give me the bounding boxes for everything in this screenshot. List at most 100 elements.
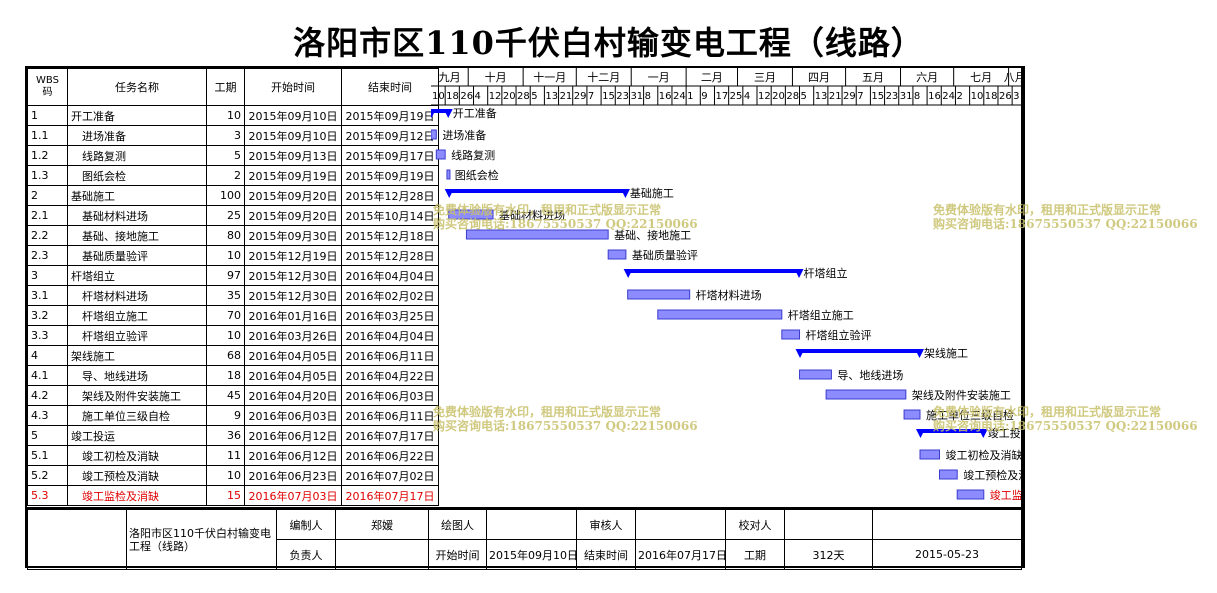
table-row: 1.2 线路复测 5 2015年09月13日 2015年09月17日 bbox=[27, 145, 439, 166]
table-row: 5 竣工投运 36 2016年06月12日 2016年07月17日 bbox=[27, 425, 439, 446]
task-name: 杆塔组立 bbox=[67, 265, 207, 286]
task-name: 竣工投运 bbox=[67, 425, 207, 446]
table-row: 5.1 竣工初检及消缺 11 2016年06月12日 2016年06月22日 bbox=[27, 445, 439, 466]
summary-bar bbox=[448, 189, 626, 193]
month-label: 十二月 bbox=[587, 70, 620, 84]
task-start: 2016年04月05日 bbox=[244, 345, 342, 366]
task-end: 2015年09月12日 bbox=[341, 125, 439, 146]
task-end: 2016年07月17日 bbox=[341, 485, 439, 506]
task-end: 2016年06月11日 bbox=[341, 345, 439, 366]
month-label: 四月 bbox=[808, 71, 830, 84]
bar-label: 架线及附件安装施工 bbox=[912, 388, 1011, 402]
task-wbs: 4.1 bbox=[27, 365, 68, 386]
bar-label: 杆塔材料进场 bbox=[696, 288, 762, 302]
task-name: 基础施工 bbox=[67, 185, 207, 206]
watermark-line2: 购买咨询电话:18675550537 QQ:22150066 bbox=[433, 217, 698, 231]
task-bar bbox=[607, 249, 627, 260]
task-name: 杆塔组立验评 bbox=[67, 325, 207, 346]
footer-end: 2016年07月17日 bbox=[635, 539, 727, 570]
task-wbs: 4.3 bbox=[27, 405, 68, 426]
footer-blank-2 bbox=[872, 509, 1022, 540]
table-row: 1.3 图纸会检 2 2015年09月19日 2015年09月19日 bbox=[27, 165, 439, 186]
table-row: 4.3 施工单位三级自检 9 2016年06月03日 2016年06月11日 bbox=[27, 405, 439, 426]
task-duration: 9 bbox=[206, 405, 245, 426]
task-start: 2015年09月19日 bbox=[244, 165, 342, 186]
day-label: 26 bbox=[460, 91, 473, 102]
day-label: 15 bbox=[871, 91, 884, 102]
watermark-line2: 购买咨询电话:18675550537 QQ:22150066 bbox=[433, 419, 698, 433]
task-name: 基础材料进场 bbox=[67, 205, 207, 226]
day-label: 7 bbox=[857, 91, 863, 102]
task-end: 2016年04月04日 bbox=[341, 325, 439, 346]
task-end: 2016年07月17日 bbox=[341, 425, 439, 446]
task-end: 2015年09月19日 bbox=[341, 105, 439, 126]
task-bar bbox=[627, 289, 691, 300]
day-label: 31 bbox=[900, 91, 913, 102]
table-row: 1.1 进场准备 3 2015年09月10日 2015年09月12日 bbox=[27, 125, 439, 146]
day-label: 12 bbox=[489, 91, 502, 102]
day-label: 23 bbox=[616, 91, 629, 102]
task-name: 施工单位三级自检 bbox=[67, 405, 207, 426]
month-label: 八月 bbox=[1004, 71, 1021, 84]
col-header-wbs: WBS 码 bbox=[27, 68, 68, 106]
day-label: 10 bbox=[971, 91, 984, 102]
day-label: 15 bbox=[602, 91, 615, 102]
task-duration: 70 bbox=[206, 305, 245, 326]
table-row: 5.3 竣工监检及消缺 15 2016年07月03日 2016年07月17日 bbox=[27, 485, 439, 506]
task-name: 架线施工 bbox=[67, 345, 207, 366]
day-label: 7 bbox=[588, 91, 594, 102]
bar-label: 施工单位三级自检 bbox=[926, 408, 1014, 422]
table-row: 1 开工准备 10 2015年09月10日 2015年09月19日 bbox=[27, 105, 439, 126]
task-start: 2016年03月26日 bbox=[244, 325, 342, 346]
task-end: 2015年12月18日 bbox=[341, 225, 439, 246]
table-row: 3 杆塔组立 97 2015年12月30日 2016年04月04日 bbox=[27, 265, 439, 286]
day-label: 2 bbox=[956, 91, 962, 102]
bar-label: 竣工投运 bbox=[988, 426, 1021, 440]
task-duration: 10 bbox=[206, 325, 245, 346]
month-label: 一月 bbox=[648, 71, 670, 84]
task-start: 2016年04月05日 bbox=[244, 365, 342, 386]
task-duration: 5 bbox=[206, 145, 245, 166]
task-wbs: 5.1 bbox=[27, 445, 68, 466]
summary-start-marker bbox=[431, 109, 436, 118]
task-bar bbox=[431, 129, 437, 140]
task-bar bbox=[919, 449, 940, 460]
task-bar bbox=[657, 309, 783, 320]
bar-label: 基础材料进场 bbox=[499, 208, 565, 222]
task-wbs: 5.2 bbox=[27, 465, 68, 486]
footer-date: 2015-05-23 bbox=[872, 539, 1022, 570]
footer-duration-label: 工期 bbox=[725, 539, 785, 570]
day-label: 13 bbox=[545, 91, 558, 102]
watermark-line1: 免费体验版有水印，租用和正式版显示正常 bbox=[433, 405, 662, 419]
task-wbs: 1.1 bbox=[27, 125, 68, 146]
table-row: 3.1 杆塔材料进场 35 2015年12月30日 2016年02月02日 bbox=[27, 285, 439, 306]
day-label: 29 bbox=[843, 91, 856, 102]
task-start: 2016年01月16日 bbox=[244, 305, 342, 326]
summary-end-marker bbox=[915, 349, 925, 358]
task-duration: 35 bbox=[206, 285, 245, 306]
task-start: 2015年09月10日 bbox=[244, 125, 342, 146]
day-label: 20 bbox=[772, 91, 785, 102]
task-start: 2016年06月12日 bbox=[244, 425, 342, 446]
bar-label: 基础施工 bbox=[630, 187, 674, 200]
task-bar bbox=[903, 409, 921, 420]
watermark-3: 免费体验版有水印，租用和正式版显示正常 购买咨询电话:18675550537 QQ… bbox=[433, 405, 698, 433]
footer-owner bbox=[335, 539, 429, 570]
day-label: 3 bbox=[1013, 91, 1019, 102]
task-name: 杆塔材料进场 bbox=[67, 285, 207, 306]
task-bar bbox=[799, 369, 832, 380]
task-end: 2016年04月22日 bbox=[341, 365, 439, 386]
bar-label: 开工准备 bbox=[453, 106, 497, 120]
footer-editor: 郑嫒 bbox=[335, 509, 429, 540]
day-label: 18 bbox=[985, 91, 998, 102]
day-label: 23 bbox=[886, 91, 899, 102]
day-label: 12 bbox=[758, 91, 771, 102]
summary-bar bbox=[799, 349, 921, 353]
table-row: 2.2 基础、接地施工 80 2015年09月30日 2015年12月18日 bbox=[27, 225, 439, 246]
watermark-line1: 免费体验版有水印，租用和正式版显示正常 bbox=[933, 203, 1162, 217]
bar-label: 杆塔组立施工 bbox=[788, 308, 854, 322]
footer-editor-label: 编制人 bbox=[276, 509, 336, 540]
day-label: 21 bbox=[829, 91, 842, 102]
month-label: 十月 bbox=[485, 70, 507, 84]
table-row: 2.3 基础质量验评 10 2015年12月19日 2015年12月28日 bbox=[27, 245, 439, 266]
